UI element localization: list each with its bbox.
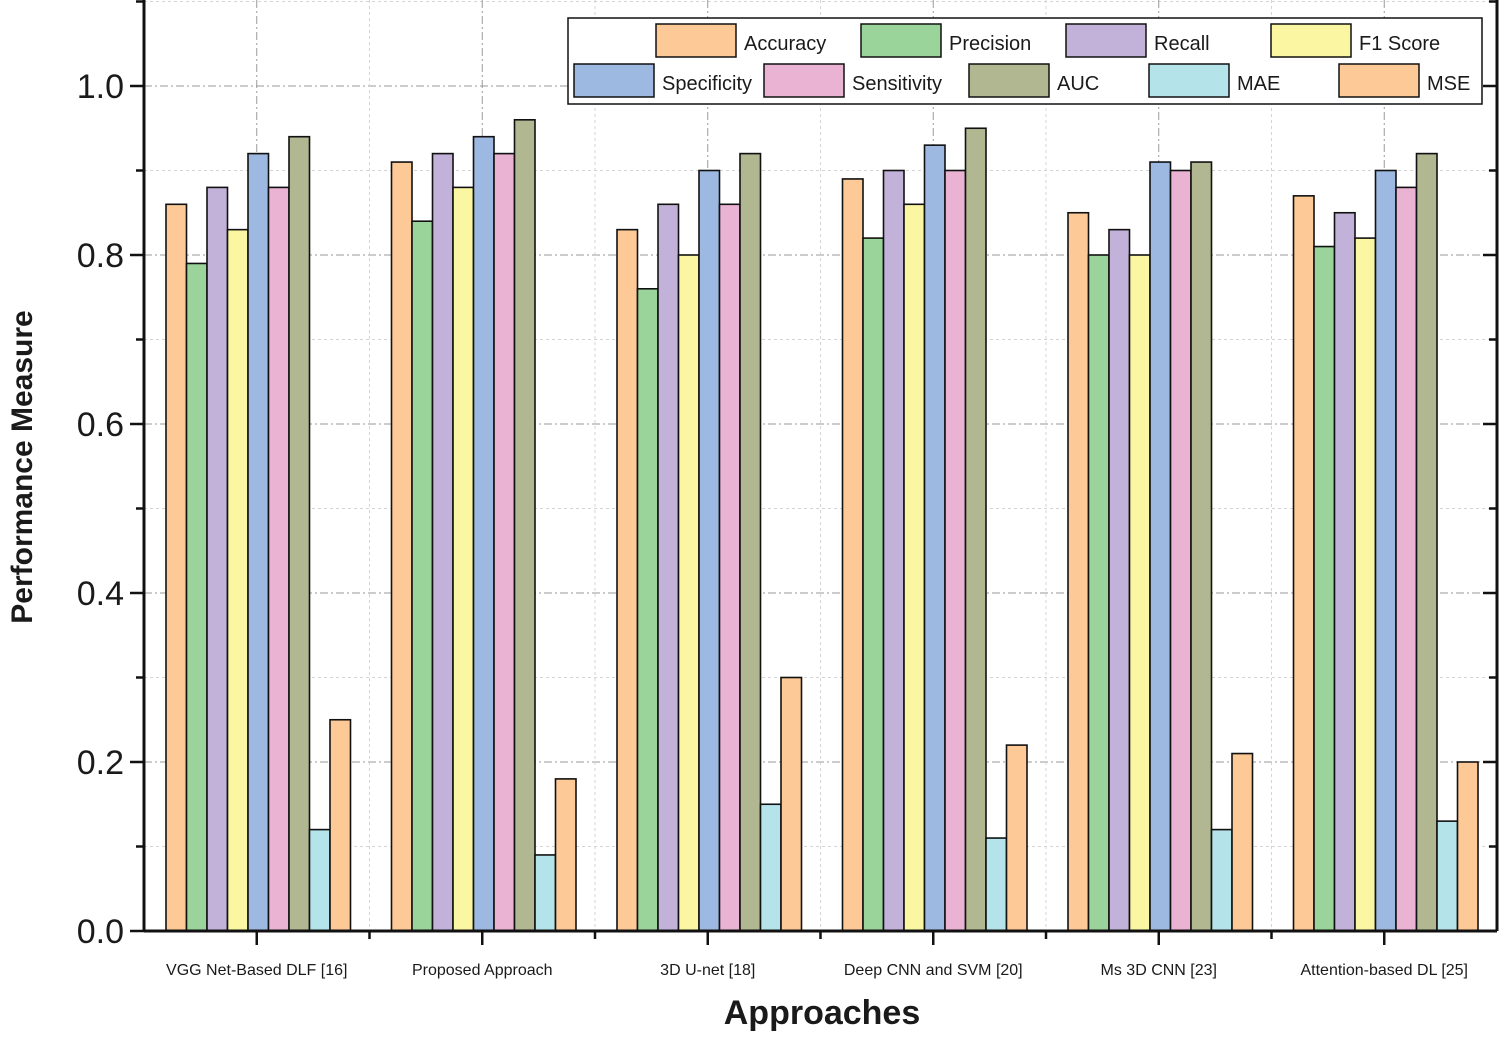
legend-swatch-recall xyxy=(1065,23,1147,58)
x-tick-label: Deep CNN and SVM [20] xyxy=(844,962,1023,979)
bar-mse-3 xyxy=(1005,744,1028,932)
bar-mae-1 xyxy=(534,854,557,932)
y-axis-title: Performance Measure xyxy=(6,310,39,623)
bar-auc-1 xyxy=(513,119,536,932)
bar-sensitivity-3 xyxy=(944,169,967,932)
bar-mse-2 xyxy=(780,676,803,932)
x-tick-label: VGG Net-Based DLF [16] xyxy=(166,962,347,979)
y-tick-label: 1.0 xyxy=(77,68,124,106)
bar-recall-5 xyxy=(1333,211,1356,932)
bar-auc-3 xyxy=(964,127,987,932)
bar-f1-score-1 xyxy=(452,186,475,932)
bar-accuracy-2 xyxy=(616,228,639,932)
legend-label: MAE xyxy=(1237,73,1280,95)
x-tick-label: 3D U-net [18] xyxy=(660,962,755,979)
bar-specificity-1 xyxy=(472,135,495,932)
bar-sensitivity-0 xyxy=(267,186,290,932)
bar-accuracy-1 xyxy=(390,161,413,932)
bar-specificity-2 xyxy=(698,169,721,932)
x-tick-label: Ms 3D CNN [23] xyxy=(1101,962,1217,979)
legend-label: Specificity xyxy=(662,73,752,95)
legend-label: Recall xyxy=(1154,33,1210,55)
bar-mse-4 xyxy=(1231,752,1254,932)
bar-sensitivity-2 xyxy=(718,203,741,932)
bar-f1-score-4 xyxy=(1128,254,1151,932)
bar-sensitivity-5 xyxy=(1395,186,1418,932)
bar-mae-0 xyxy=(308,828,331,932)
bar-mae-5 xyxy=(1436,820,1459,932)
bar-mae-2 xyxy=(759,803,782,932)
y-tick-label: 0.4 xyxy=(77,575,124,613)
legend-swatch-precision xyxy=(860,23,942,58)
bar-recall-1 xyxy=(431,152,454,932)
bar-accuracy-4 xyxy=(1067,211,1090,932)
legend-swatch-sensitivity xyxy=(763,63,845,98)
bar-auc-4 xyxy=(1190,161,1213,932)
x-axis-title: Approaches xyxy=(724,994,921,1032)
bar-specificity-0 xyxy=(247,152,270,932)
bar-precision-5 xyxy=(1313,245,1336,932)
legend-label: Accuracy xyxy=(744,33,826,55)
x-tick-label: Proposed Approach xyxy=(412,962,553,979)
bars xyxy=(165,119,1479,932)
legend-label: Precision xyxy=(949,33,1031,55)
bar-auc-0 xyxy=(288,135,311,932)
bar-precision-0 xyxy=(185,262,208,932)
bar-mae-4 xyxy=(1210,828,1233,932)
legend-swatch-accuracy xyxy=(655,23,737,58)
bar-mse-0 xyxy=(329,718,352,932)
bar-recall-0 xyxy=(206,186,229,932)
bar-accuracy-5 xyxy=(1292,195,1315,932)
bar-recall-4 xyxy=(1108,228,1131,932)
y-tick-label: 0.8 xyxy=(77,237,124,275)
bar-specificity-5 xyxy=(1374,169,1397,932)
legend-label: Sensitivity xyxy=(852,73,942,95)
bar-accuracy-0 xyxy=(165,203,188,932)
bar-precision-4 xyxy=(1087,254,1110,932)
bar-sensitivity-1 xyxy=(493,152,516,932)
bar-auc-2 xyxy=(739,152,762,932)
bar-precision-3 xyxy=(862,237,885,932)
legend: Accuracy Precision Recall F1 Score Specifici… xyxy=(567,17,1483,105)
bar-mse-1 xyxy=(554,778,577,932)
bar-f1-score-3 xyxy=(903,203,926,932)
bar-accuracy-3 xyxy=(841,178,864,932)
bar-recall-2 xyxy=(657,203,680,932)
axis-labels: 0.0 0.2 0.4 0.6 0.8 1.0 VGG Net-Based DLF [16]… xyxy=(77,68,1468,979)
bar-f1-score-5 xyxy=(1354,237,1377,932)
axes xyxy=(130,0,1499,945)
bar-recall-3 xyxy=(882,169,905,932)
legend-label: MSE xyxy=(1427,73,1470,95)
bar-precision-2 xyxy=(636,287,659,932)
legend-label: F1 Score xyxy=(1359,33,1440,55)
bar-f1-score-2 xyxy=(677,254,700,932)
legend-swatch-specificity xyxy=(573,63,655,98)
bar-mse-5 xyxy=(1456,761,1479,932)
bar-sensitivity-4 xyxy=(1169,169,1192,932)
bar-auc-5 xyxy=(1415,152,1438,932)
bar-specificity-3 xyxy=(923,144,946,932)
x-tick-label: Attention-based DL [25] xyxy=(1300,962,1468,979)
legend-swatch-f1-score xyxy=(1270,23,1352,58)
legend-swatch-mae xyxy=(1148,63,1230,98)
bar-mae-3 xyxy=(985,837,1008,932)
y-tick-label: 0.2 xyxy=(77,744,124,782)
legend-swatch-auc xyxy=(968,63,1050,98)
bar-specificity-4 xyxy=(1149,161,1172,932)
bar-f1-score-0 xyxy=(226,228,249,932)
y-tick-label: 0.6 xyxy=(77,406,124,444)
y-tick-label: 0.0 xyxy=(77,913,124,951)
legend-label: AUC xyxy=(1057,73,1099,95)
legend-swatch-mse xyxy=(1338,63,1420,98)
bar-precision-1 xyxy=(411,220,434,932)
